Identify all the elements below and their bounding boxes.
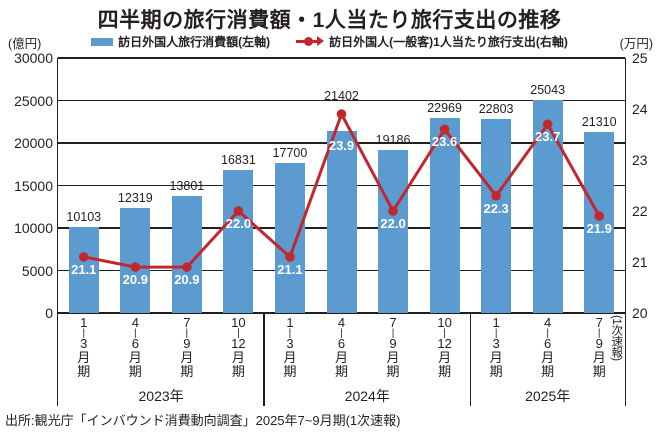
source-note: 出所:観光庁「インバウンド消費動向調査」2025年7~9月期(1次速報) (5, 413, 401, 428)
y-axis-right-label: 20 (632, 305, 648, 321)
legend-bar-label: 訪日外国人旅行消費額(左軸) (118, 35, 271, 49)
x-tick-label: 1 | 3 月期 (489, 315, 503, 379)
line-point-marker (336, 109, 347, 119)
line-value-label: 23.7 (535, 129, 561, 145)
line-value-label: 22.3 (483, 200, 509, 216)
bar (274, 162, 305, 313)
bar-value-label: 21310 (581, 114, 617, 129)
bar-value-label: 16831 (221, 152, 256, 167)
y-axis-right-label: 22 (632, 203, 648, 219)
bar (326, 131, 357, 313)
bar-value-label: 12319 (117, 191, 153, 206)
line-point-marker (130, 262, 141, 272)
bar-value-label: 13801 (169, 178, 205, 193)
line-point-marker (182, 262, 192, 272)
line-point-marker (491, 190, 501, 201)
bar (584, 131, 615, 313)
line-point-marker (78, 252, 89, 262)
gridline (58, 312, 625, 314)
x-tick-label: 1 | 3 月期 (283, 315, 297, 379)
gridline (58, 99, 625, 102)
line-value-label: 21.1 (71, 261, 97, 277)
gridline (58, 57, 625, 59)
line-point-marker (594, 211, 605, 221)
line-point-marker (388, 206, 398, 216)
bar (378, 149, 409, 313)
bar-value-label: 17700 (272, 145, 308, 160)
x-tick-label: 10 | 12 月期 (231, 315, 246, 379)
y-axis-left-label: 10000 (14, 220, 53, 236)
line-point-marker (233, 206, 244, 216)
x-tick-label: 4 | 6 月期 (334, 315, 348, 379)
line-point-marker (285, 252, 295, 262)
y-axis-right-label: 21 (632, 254, 648, 270)
y-axis-right-label: 23 (632, 152, 648, 168)
x-tick-label: 4 | 6 月期 (541, 315, 555, 379)
line-value-label: 20.9 (122, 272, 148, 288)
plot-left-border (57, 58, 59, 406)
x-tick-label: 1 | 3 月期 (77, 315, 91, 379)
bar (223, 169, 254, 313)
bar (120, 208, 151, 313)
line-series (78, 109, 605, 272)
bar-value-label: 10103 (66, 210, 102, 225)
legend-line-label: 訪日外国人(一般客)1人当たり旅行支出(右軸) (329, 35, 568, 49)
year-separator (469, 313, 472, 406)
legend-item-bar: 訪日外国人旅行消費額(左軸) (91, 33, 270, 50)
y-axis-right-label: 25 (632, 50, 648, 66)
line-point-marker (439, 124, 450, 135)
bar-value-label: 22969 (427, 100, 462, 115)
right-axis-unit-label: (万円) (619, 37, 653, 51)
line-point-marker (542, 119, 553, 130)
bar (532, 100, 563, 313)
line-value-label: 21.9 (586, 221, 612, 237)
line-value-label: 21.1 (277, 261, 303, 277)
bar-value-label: 22803 (478, 102, 514, 117)
year-group-label: 2024年 (344, 388, 390, 404)
line-value-label: 20.9 (174, 272, 200, 288)
chart-title: 四半期の旅行消費額・1人当たり旅行支出の推移 (97, 9, 562, 32)
legend-item-line: 訪日外国人(一般客)1人当たり旅行支出(右軸) (296, 33, 568, 50)
year-group-label: 2023年 (138, 388, 184, 404)
bar-value-label: 19186 (375, 132, 411, 147)
legend: 訪日外国人旅行消費額(左軸) 訪日外国人(一般客)1人当たり旅行支出(右軸) (80, 33, 579, 50)
y-axis-left-label: 5000 (21, 262, 53, 279)
y-axis-left-label: 25000 (14, 92, 53, 109)
year-separator (263, 313, 265, 406)
bar (68, 227, 99, 313)
year-group-label: 2025年 (525, 388, 571, 404)
x-tick-label: 7 | 9 月期 (180, 315, 194, 379)
y-axis-right-label: 24 (632, 101, 648, 117)
line-value-label: 23.9 (328, 138, 355, 154)
line-value-label: 22.0 (380, 216, 406, 231)
preliminary-note: (1次速報) (610, 315, 623, 361)
x-tick-label: 7 | 9 月期 (592, 315, 606, 379)
bar (481, 119, 512, 313)
bar-value-label: 21402 (324, 89, 359, 104)
bar-series-swatch-icon (91, 37, 114, 46)
y-axis-left-label: 0 (45, 305, 53, 321)
line-value-label: 23.6 (431, 134, 458, 150)
x-tick-label: 4 | 6 月期 (128, 315, 142, 379)
left-axis-unit-label: (億円) (8, 37, 42, 51)
bar-value-label: 25043 (530, 83, 566, 98)
bar (429, 117, 460, 313)
y-axis-left-label: 15000 (14, 177, 53, 194)
line-series-marker-icon (296, 36, 325, 47)
x-tick-label: 7 | 9 月期 (386, 315, 400, 379)
line-value-label: 22.0 (225, 216, 252, 231)
plot-right-border (625, 58, 627, 406)
x-tick-label: 10 | 12 月期 (437, 315, 452, 379)
y-axis-left-label: 30000 (14, 50, 53, 66)
y-axis-left-label: 20000 (14, 135, 53, 151)
